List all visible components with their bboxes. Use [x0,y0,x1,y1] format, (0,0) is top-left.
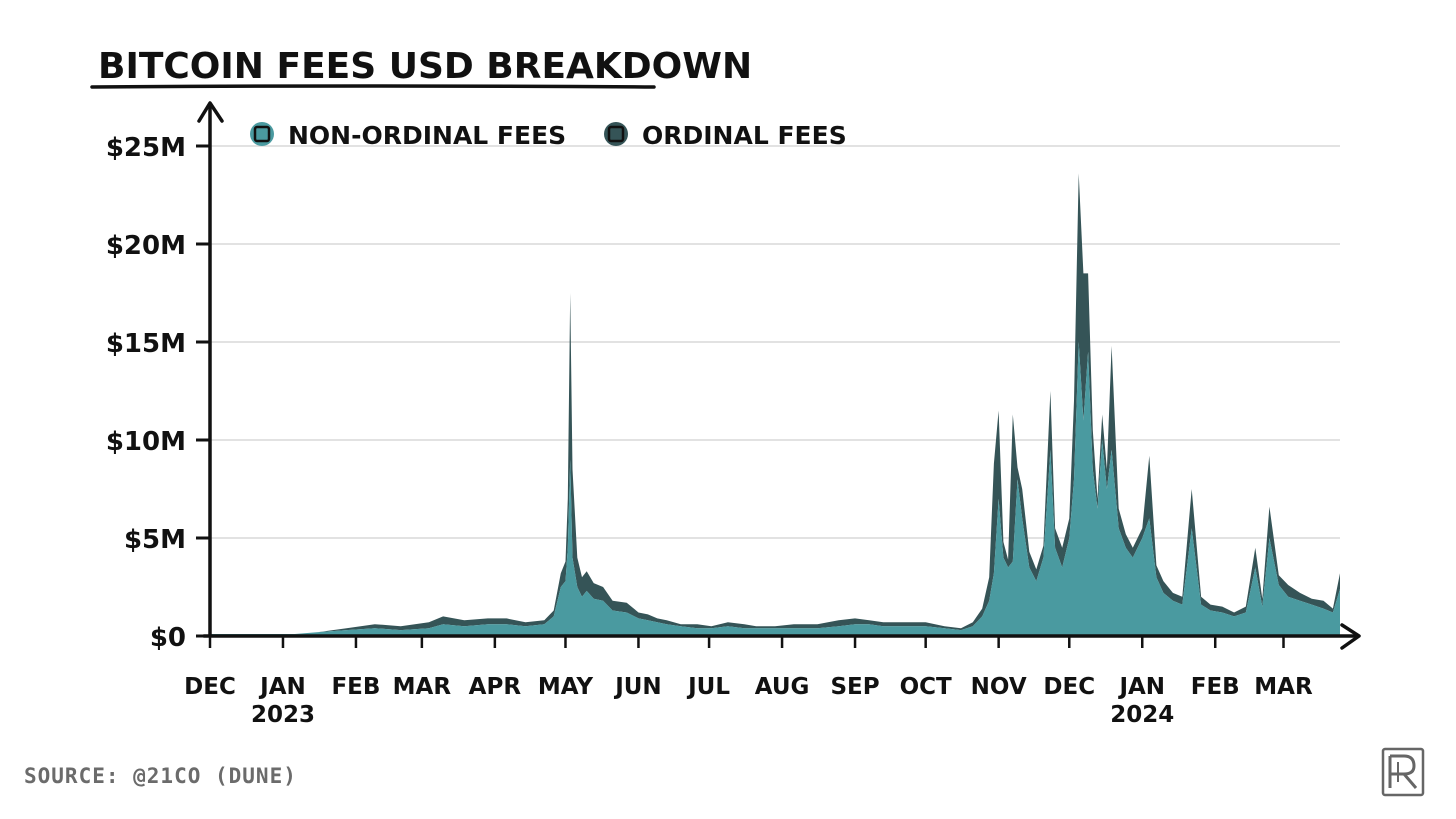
series-area-ordinal-fees [210,173,1340,634]
legend-label: ORDINAL FEES [642,121,847,150]
y-axis-arrowhead [197,101,224,123]
legend-swatch-outline [253,125,271,143]
y-tick-label: $10M [106,427,186,457]
publisher-monogram-icon [1381,747,1425,797]
y-ticks: $0 $5M $10M $15M $20M $25M [106,133,210,653]
legend-swatch [604,122,628,146]
y-tick-label: $5M [124,525,186,555]
x-tick-label: JUN [613,674,661,700]
x-tick-label: OCT [900,674,952,700]
legend-label: NON-ORDINAL FEES [288,121,566,150]
x-tick-label: FEB [331,674,380,700]
y-tick-label: $0 [150,623,186,653]
legend: NON-ORDINAL FEES ORDINAL FEES [250,121,847,150]
y-tick-label: $25M [106,133,186,163]
x-tick-label: DEC [1043,674,1095,700]
plot-areas [210,173,1340,636]
series-area-non-ordinal-fees [210,342,1340,636]
title-underline [90,84,656,89]
x-tick-label: JAN [1117,674,1165,700]
gridlines [210,145,1340,539]
legend-swatch-outline [607,125,625,143]
x-tick-label: MAR [393,674,452,700]
axes [197,101,1361,650]
x-tick-label: MAR [1254,674,1313,700]
x-tick-year-label: 2024 [1110,702,1174,728]
x-tick-label: APR [469,674,522,700]
y-tick-label: $15M [106,329,186,359]
x-tick-label: FEB [1191,674,1240,700]
x-tick-year-label: 2023 [251,702,315,728]
legend-swatch [250,122,274,146]
chart-title: BITCOIN FEES USD BREAKDOWN [98,46,752,87]
x-tick-label: SEP [830,674,879,700]
x-tick-label: JUL [686,674,730,700]
x-tick-label: AUG [755,674,810,700]
y-tick-label: $20M [106,231,186,261]
x-tick-label: NOV [971,674,1027,700]
source-credit: SOURCE: @21CO (DUNE) [24,764,297,788]
x-tick-label: JAN [258,674,306,700]
x-tick-label: MAY [538,674,593,700]
x-tick-label: DEC [184,674,236,700]
x-axis-arrowhead [1340,623,1361,650]
